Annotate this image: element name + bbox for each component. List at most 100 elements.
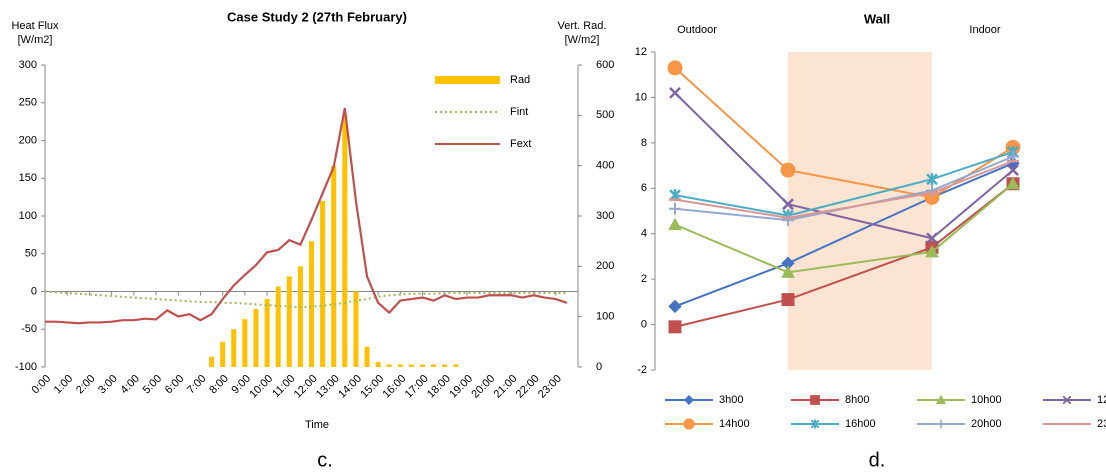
marker — [668, 217, 682, 231]
y-tick-label: 100 — [19, 210, 37, 222]
bar — [297, 266, 303, 367]
y2-tick-label: 300 — [596, 210, 614, 222]
y2-tick-label: 400 — [596, 160, 614, 172]
chart-title: Case Study 2 (27th February) — [227, 9, 407, 24]
series-line — [45, 107, 568, 325]
x-tick-label: 3:00 — [96, 373, 120, 397]
marker — [1007, 164, 1019, 176]
y2-tick-label: 200 — [596, 260, 614, 272]
y2-tick-label: 0 — [596, 361, 602, 373]
bar — [420, 364, 426, 367]
x-tick-label: 4:00 — [118, 373, 142, 397]
series-line — [674, 92, 1014, 240]
series-line — [674, 160, 1014, 219]
bar — [275, 286, 281, 367]
x-tick-label: 12:00 — [292, 373, 320, 401]
y-tick-label: 2 — [641, 273, 647, 285]
bar — [220, 341, 226, 367]
bar — [375, 361, 381, 367]
bar — [397, 364, 403, 367]
bar — [231, 329, 237, 367]
series-line — [674, 67, 1014, 199]
wall-band — [788, 52, 932, 370]
y-tick-label: 200 — [19, 134, 37, 146]
y-tick-label: 0 — [641, 318, 647, 330]
x-tick-label: 0:00 — [30, 373, 54, 397]
marker — [669, 202, 681, 215]
x-tick-label: 2:00 — [74, 373, 98, 397]
legend-label: Fext — [510, 138, 531, 150]
x-tick-label: 6:00 — [163, 373, 187, 397]
x-tick-label: 5:00 — [141, 373, 165, 397]
x-tick-label: 7:00 — [185, 373, 209, 397]
legend-label: 3h00 — [719, 394, 743, 406]
y-tick-label: 10 — [635, 91, 647, 103]
y-axis-title: Heat Flux — [11, 20, 59, 32]
x-tick-label: 13:00 — [314, 373, 342, 401]
y-tick-label: 4 — [641, 228, 647, 240]
legend-marker — [935, 394, 947, 405]
y-tick-label: 50 — [25, 248, 37, 260]
legend-marker — [810, 419, 820, 429]
bar — [342, 115, 348, 367]
y-tick-label: 150 — [19, 172, 37, 184]
legend-swatch — [435, 76, 500, 84]
y2-axis-title: Vert. Rad. — [558, 20, 607, 32]
x-tick-label: 22:00 — [514, 373, 542, 401]
bar — [442, 364, 448, 367]
bar — [253, 309, 259, 367]
series-line — [44, 290, 567, 309]
legend-label: 14h00 — [719, 418, 750, 430]
legend-label: 20h00 — [971, 418, 1002, 430]
legend-label: Fint — [510, 106, 528, 118]
series-line — [674, 182, 1014, 328]
side-label: Outdoor — [677, 24, 717, 36]
bar — [431, 364, 437, 367]
y-tick-label: 300 — [19, 59, 37, 71]
y-tick-label: 8 — [641, 137, 647, 149]
legend-marker — [810, 395, 820, 405]
x-tick-label: 23:00 — [536, 373, 564, 401]
caption: c. — [317, 449, 333, 471]
marker — [780, 162, 796, 178]
marker — [667, 60, 683, 76]
marker — [782, 198, 794, 211]
legend-label: 10h00 — [971, 394, 1002, 406]
x-tick-label: 8:00 — [207, 373, 231, 397]
legend-marker — [1062, 395, 1072, 405]
marker — [1006, 176, 1020, 190]
bar — [364, 346, 370, 367]
bar — [453, 364, 459, 367]
bar — [331, 165, 337, 367]
legend-marker — [683, 394, 695, 406]
bar — [309, 241, 314, 367]
series-line — [674, 182, 1014, 274]
y2-axis-title: [W/m2] — [565, 34, 600, 46]
legend-marker — [936, 419, 946, 429]
x-tick-label: 17:00 — [403, 373, 431, 401]
x-tick-label: 18:00 — [425, 373, 453, 401]
bar — [286, 276, 292, 367]
bar — [209, 356, 215, 367]
marker — [782, 214, 794, 227]
y-tick-label: -50 — [21, 323, 37, 335]
legend-label: 16h00 — [845, 418, 876, 430]
x-tick-label: 10:00 — [247, 373, 275, 401]
legend-label: 8h00 — [845, 394, 869, 406]
chart-title: Wall — [864, 11, 890, 26]
series-line — [674, 150, 1014, 217]
marker — [926, 173, 938, 186]
x-tick-label: 19:00 — [447, 373, 475, 401]
y-tick-label: 12 — [635, 46, 647, 58]
marker — [668, 299, 682, 314]
marker — [781, 293, 795, 307]
bar — [264, 299, 270, 367]
caption: d. — [869, 449, 886, 471]
x-tick-label: 16:00 — [381, 373, 409, 401]
y-tick-label: 250 — [19, 97, 37, 109]
bar — [320, 200, 326, 367]
y-axis-title: [W/m2] — [18, 34, 53, 46]
bar — [408, 364, 414, 367]
